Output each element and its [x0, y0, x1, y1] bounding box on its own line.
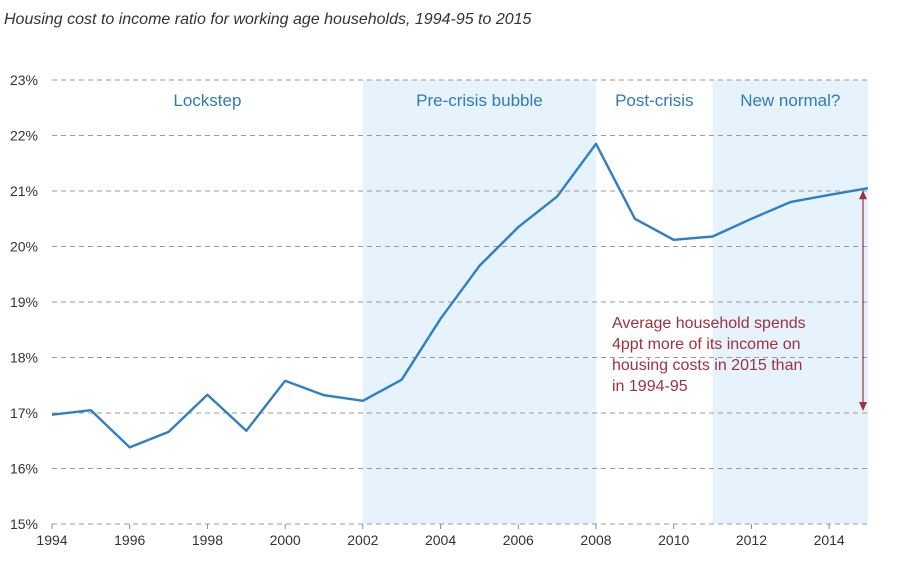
period-label-2: Post-crisis [615, 91, 693, 110]
x-tick-label: 1994 [36, 532, 67, 548]
x-tick-label: 2002 [347, 532, 378, 548]
annotation-arrowhead-up [859, 190, 867, 200]
x-tick-label: 2014 [814, 532, 845, 548]
y-tick-label: 18% [10, 350, 38, 366]
annotation-text-line: in 1994-95 [612, 378, 688, 395]
x-tick-label: 2006 [503, 532, 534, 548]
annotation-arrowhead-down [859, 402, 867, 411]
x-tick-label: 2000 [270, 532, 301, 548]
period-label-0: Lockstep [173, 91, 241, 110]
chart-title: Housing cost to income ratio for working… [4, 11, 532, 28]
period-label-3: New normal? [740, 91, 840, 110]
y-tick-label: 20% [10, 239, 38, 255]
y-tick-label: 23% [10, 72, 38, 88]
annotation-text-line: Average household spends [612, 315, 806, 332]
x-tick-label: 1996 [114, 532, 145, 548]
x-tick-label: 1998 [192, 532, 223, 548]
y-tick-label: 17% [10, 405, 38, 421]
y-tick-label: 21% [10, 183, 38, 199]
annotation-group: Average household spends 4ppt more of its… [612, 190, 867, 411]
x-axis-ticks: 1994 1996 1998 2000 2002 2004 2006 2008 2010 2012… [36, 524, 845, 548]
annotation-text-line: housing costs in 2015 than [612, 357, 802, 374]
x-tick-label: 2008 [580, 532, 611, 548]
y-tick-label: 16% [10, 461, 38, 477]
y-tick-label: 22% [10, 128, 38, 144]
series-line-0 [51, 142, 869, 449]
x-tick-label: 2010 [658, 532, 689, 548]
x-tick-label: 2004 [425, 532, 456, 548]
y-tick-label: 19% [10, 294, 38, 310]
period-label-1: Pre-crisis bubble [416, 91, 543, 110]
annotation-text-line: 4ppt more of its income on [612, 336, 801, 353]
y-axis-ticks: 15% 16% 17% 18% 19% 20% 21% 22% 23% [10, 72, 38, 532]
x-tick-label: 2012 [736, 532, 767, 548]
y-tick-label: 15% [10, 516, 38, 532]
period-labels: Lockstep Pre-crisis bubble Post-crisis New … [173, 91, 840, 110]
series-group [51, 142, 869, 449]
gridlines [52, 79, 868, 525]
